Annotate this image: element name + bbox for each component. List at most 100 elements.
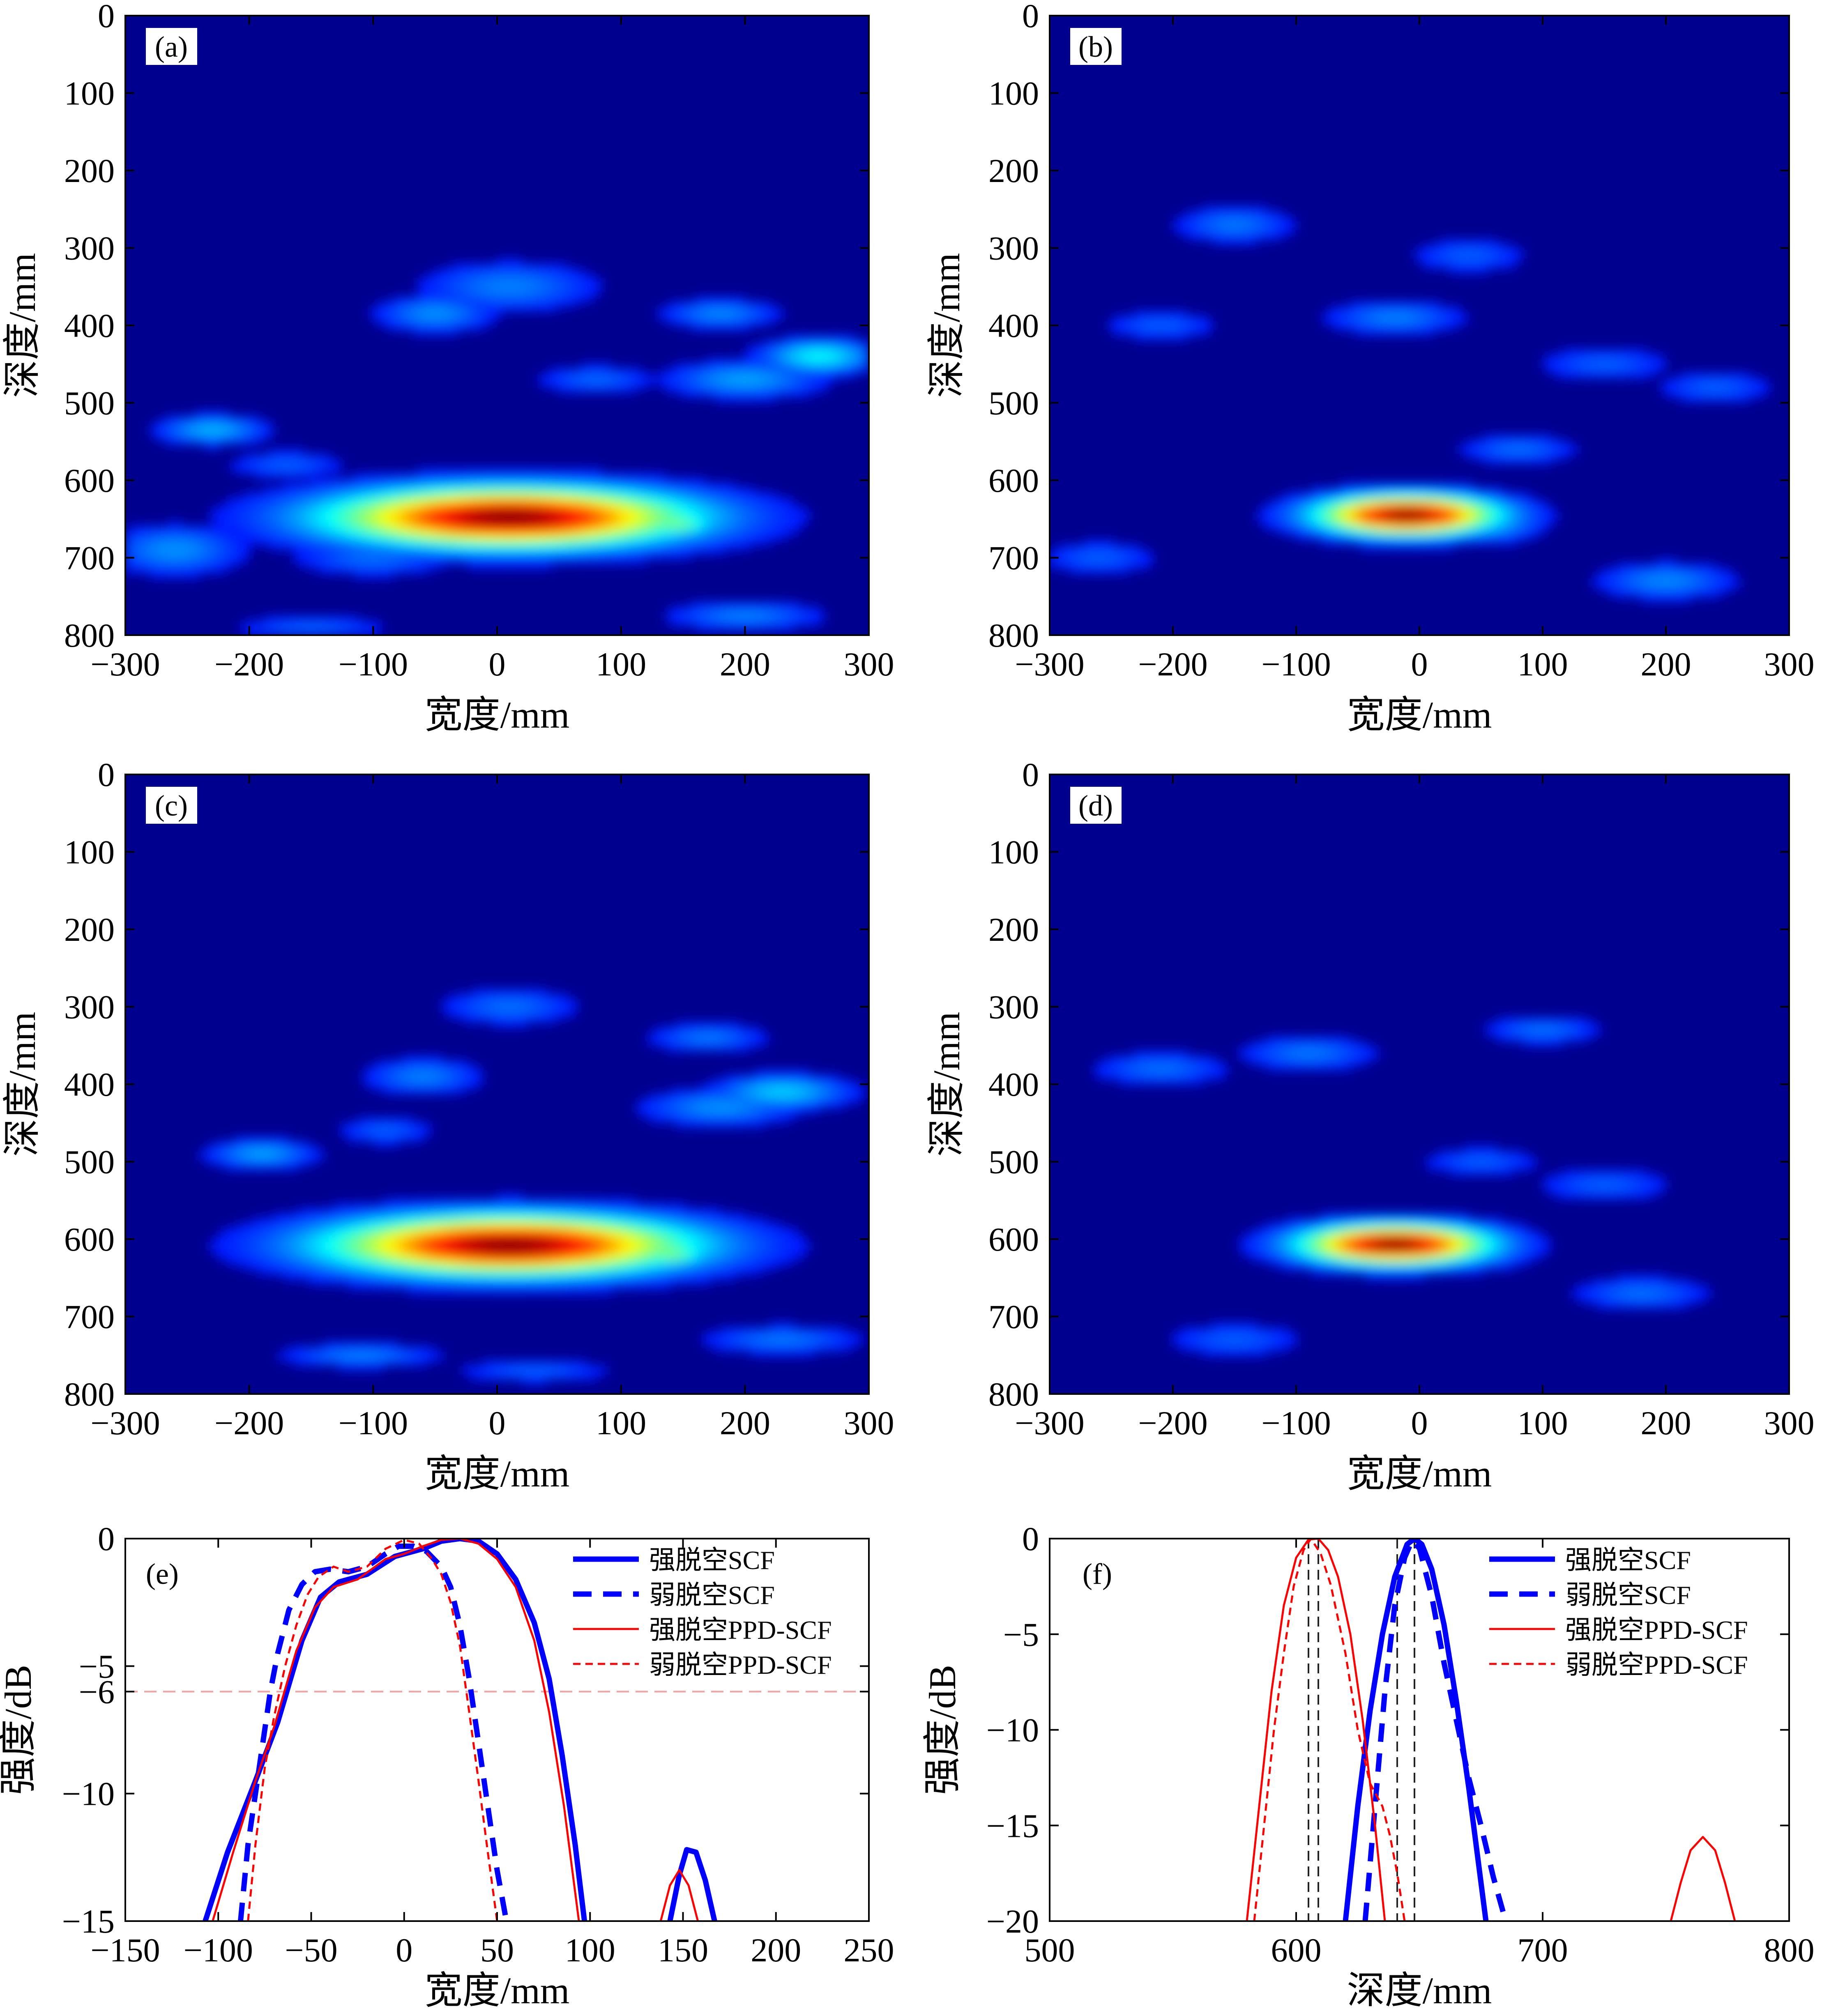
heatmap-cell bbox=[1745, 397, 1750, 402]
heatmap-cell bbox=[760, 511, 765, 516]
heatmap-cell bbox=[224, 564, 230, 569]
heatmap-cell bbox=[1188, 320, 1193, 326]
heatmap-cell bbox=[1592, 368, 1597, 373]
heatmap-cell bbox=[537, 297, 542, 302]
heatmap-cell bbox=[745, 621, 751, 626]
heatmap-cell bbox=[333, 468, 339, 474]
heatmap-cell bbox=[527, 492, 532, 498]
heatmap-cell bbox=[378, 540, 384, 545]
heatmap-cell bbox=[125, 530, 131, 536]
heatmap-cell bbox=[1153, 330, 1159, 336]
heatmap-cell bbox=[1750, 392, 1755, 397]
heatmap-cell bbox=[522, 478, 527, 483]
heatmap-cell bbox=[175, 430, 180, 435]
heatmap-cell bbox=[299, 554, 304, 560]
heatmap-cell bbox=[517, 535, 523, 540]
heatmap-cell bbox=[596, 492, 602, 498]
heatmap-cell bbox=[1503, 244, 1509, 250]
heatmap-cell bbox=[601, 516, 607, 521]
heatmap-cell bbox=[507, 268, 513, 274]
heatmap-cell bbox=[1493, 440, 1499, 445]
heatmap-cell bbox=[492, 263, 498, 269]
heatmap-cell bbox=[715, 601, 721, 607]
heatmap-cell bbox=[507, 306, 513, 312]
heatmap-cell bbox=[393, 306, 398, 312]
heatmap-cell bbox=[1202, 225, 1208, 230]
heatmap-cell bbox=[1375, 316, 1380, 321]
heatmap-cell bbox=[829, 359, 835, 364]
heatmap-cell bbox=[457, 292, 463, 297]
heatmap-cell bbox=[412, 554, 418, 560]
heatmap-cell bbox=[784, 516, 790, 521]
heatmap-cell bbox=[492, 468, 498, 474]
heatmap-cell bbox=[527, 506, 532, 512]
heatmap-cell bbox=[532, 530, 537, 536]
heatmap-cell bbox=[284, 497, 290, 502]
heatmap-cell bbox=[423, 297, 428, 302]
heatmap-cell bbox=[551, 282, 557, 288]
heatmap-cell bbox=[517, 549, 523, 555]
heatmap-cell bbox=[417, 297, 423, 302]
heatmap-cell bbox=[348, 535, 354, 540]
heatmap-cell bbox=[472, 497, 478, 502]
heatmap-cell bbox=[611, 540, 617, 545]
heatmap-cell bbox=[259, 430, 265, 435]
heatmap-cell bbox=[205, 559, 210, 564]
heatmap-cell bbox=[378, 573, 384, 578]
heatmap-cell bbox=[795, 359, 800, 364]
heatmap-cell bbox=[1262, 206, 1267, 212]
heatmap-cell bbox=[467, 302, 473, 307]
heatmap-cell bbox=[408, 482, 413, 488]
heatmap-cell bbox=[795, 516, 800, 521]
heatmap-cell bbox=[621, 521, 627, 526]
heatmap-cell bbox=[750, 387, 756, 393]
heatmap-cell bbox=[532, 497, 537, 502]
heatmap-cell bbox=[670, 611, 676, 617]
heatmap-cell bbox=[685, 616, 691, 622]
heatmap-cell bbox=[269, 430, 274, 435]
heatmap-cell bbox=[160, 430, 166, 435]
heatmap-cell bbox=[661, 506, 666, 512]
heatmap-cell bbox=[1405, 320, 1410, 326]
heatmap-cell bbox=[1740, 387, 1745, 393]
heatmap-cell bbox=[487, 278, 493, 283]
heatmap-cell bbox=[1306, 492, 1311, 498]
heatmap-cell bbox=[779, 502, 785, 507]
heatmap-cell bbox=[705, 521, 711, 526]
heatmap-cell bbox=[1513, 249, 1518, 254]
heatmap-cell bbox=[403, 549, 408, 555]
heatmap-cell bbox=[323, 616, 329, 622]
heatmap-cell bbox=[1518, 449, 1523, 455]
heatmap-cell bbox=[834, 349, 840, 355]
heatmap-cell bbox=[189, 544, 195, 550]
heatmap-cell bbox=[289, 473, 295, 479]
heatmap-cell bbox=[244, 521, 250, 526]
heatmap-cell bbox=[1454, 268, 1459, 274]
heatmap-cell bbox=[1498, 454, 1504, 459]
heatmap-cell bbox=[1562, 449, 1568, 455]
heatmap-cell bbox=[457, 482, 463, 488]
heatmap-cell bbox=[859, 344, 864, 350]
heatmap-cell bbox=[393, 316, 398, 321]
heatmap-cell bbox=[205, 564, 210, 569]
heatmap-cell bbox=[611, 497, 617, 502]
heatmap-cell bbox=[170, 573, 175, 578]
heatmap-cell bbox=[472, 502, 478, 507]
heatmap-cell bbox=[229, 425, 235, 431]
heatmap-cell bbox=[527, 525, 532, 531]
heatmap-cell bbox=[779, 621, 785, 626]
heatmap-cell bbox=[254, 492, 260, 498]
heatmap-cell bbox=[1390, 325, 1395, 331]
heatmap-cell bbox=[745, 492, 751, 498]
heatmap-cell bbox=[740, 363, 746, 369]
heatmap-cell bbox=[824, 382, 830, 388]
heatmap-cell bbox=[656, 506, 661, 512]
heatmap-cell bbox=[725, 511, 731, 516]
heatmap-cell bbox=[591, 487, 597, 493]
heatmap-cell bbox=[1434, 320, 1440, 326]
heatmap-cell bbox=[467, 297, 473, 302]
heatmap-cell bbox=[497, 306, 503, 312]
heatmap-cell bbox=[789, 373, 795, 378]
heatmap-cell bbox=[234, 430, 240, 435]
heatmap-cell bbox=[442, 282, 448, 288]
